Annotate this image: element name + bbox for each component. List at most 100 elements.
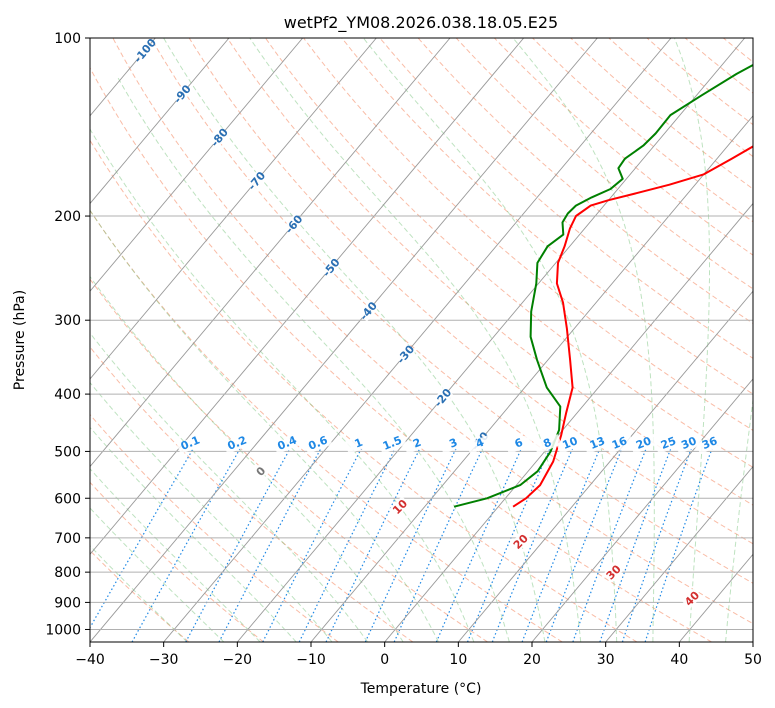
isotherm-line	[90, 38, 598, 642]
x-tick-label: 40	[670, 652, 688, 668]
mixing-ratio-label: 20	[634, 434, 653, 452]
mixing-ratio-label-bg	[439, 434, 468, 455]
mixing-ratio-label-bg	[556, 434, 585, 455]
y-tick-label: 800	[54, 565, 81, 581]
mixing-ratio-line	[644, 448, 713, 642]
dry-adiabat-line	[90, 66, 712, 642]
dry-adiabat-line	[494, 38, 753, 256]
moist-adiabat-line	[90, 426, 297, 642]
dry-adiabat-line	[112, 38, 753, 625]
mixing-ratio-label: 2	[411, 436, 423, 451]
moist-adiabat-line	[90, 468, 261, 642]
moist-adiabat-line	[90, 507, 225, 642]
moist-adiabat-label-bg	[602, 561, 624, 583]
mixing-ratio-line	[545, 448, 623, 642]
y-tick-label: 500	[54, 444, 81, 460]
y-tick-label: 200	[54, 209, 81, 225]
isotherm-label-bg	[395, 343, 416, 365]
y-tick-label: 900	[54, 595, 81, 611]
isotherm-line	[531, 378, 753, 642]
isotherm-line	[90, 38, 525, 556]
isotherm-line	[236, 38, 746, 642]
y-tick-label: 700	[54, 531, 81, 547]
dry-adiabat-line	[188, 38, 753, 545]
mixing-ratio-label-bg	[223, 434, 252, 455]
x-tick-label: 10	[449, 652, 467, 668]
isotherm-label-bg	[171, 83, 193, 105]
mixing-ratio-line	[218, 448, 322, 642]
y-tick-label: 300	[54, 313, 81, 329]
mixing-ratio-label: 10	[560, 434, 579, 452]
x-tick-label: 30	[597, 652, 615, 668]
y-tick-label: 400	[54, 387, 81, 403]
y-tick-label: 1000	[45, 622, 81, 638]
mixing-ratio-label-bg	[378, 434, 407, 455]
moist-adiabat-line	[725, 396, 753, 642]
mixing-ratio-label-bg	[533, 434, 562, 455]
moist-adiabat-line	[90, 275, 404, 642]
mixing-ratio-label-bg	[675, 434, 704, 455]
dry-adiabat-line	[90, 278, 488, 642]
isotherm-line	[90, 38, 377, 380]
mixing-ratio-label-bg	[304, 434, 333, 455]
mixing-ratio-label: 36	[700, 434, 719, 452]
mixing-ratio-line	[90, 448, 194, 629]
isotherm-line	[605, 465, 753, 642]
isotherm-label-bg	[246, 169, 267, 192]
moist-adiabat-label-bg	[509, 530, 532, 553]
moist-adiabat-line	[90, 381, 333, 642]
x-tick-label: −20	[223, 652, 253, 668]
mixing-ratio-lines	[90, 448, 713, 642]
isotherm-line	[384, 202, 753, 642]
dry-adiabat-line	[341, 38, 753, 395]
isotherms	[90, 38, 753, 642]
moist-adiabat-line	[90, 332, 369, 642]
mixing-ratio-line	[185, 448, 291, 642]
moist-adiabat-line	[90, 128, 475, 642]
x-tick-label: −40	[75, 652, 105, 668]
mixing-ratio-line	[572, 448, 647, 642]
moist-adiabat-line	[512, 38, 655, 642]
isotherm-label-bg	[134, 39, 156, 62]
dry-adiabat-line	[265, 38, 753, 468]
x-tick-label: −30	[149, 652, 179, 668]
mixing-ratio-label-bg	[605, 434, 634, 455]
mixing-ratio-label-bg	[344, 434, 374, 455]
mixing-ratio-label: 8	[541, 436, 553, 451]
mixing-ratio-line	[621, 448, 692, 642]
chart-title: wetPf2_YM08.2026.038.18.05.E25	[284, 13, 558, 33]
x-tick-label: 50	[744, 652, 762, 668]
y-tick-label: 600	[54, 491, 81, 507]
x-tick-label: 0	[380, 652, 389, 668]
moist-adiabat-label-bg	[389, 496, 411, 518]
mixing-ratio-label-bg	[583, 434, 612, 455]
moist-adiabat-line	[163, 38, 546, 642]
dry-adiabat-line	[90, 139, 638, 642]
moist-adiabat-label-bg	[681, 587, 703, 609]
dewpoint-trace	[453, 63, 753, 508]
mixing-ratio-line	[262, 448, 362, 642]
mixing-ratio-label-bg	[629, 434, 659, 455]
axes: −40 −30 −20 −10 0 10 20 30 40 50 100 200 300 400 500 60…	[45, 31, 762, 668]
mixing-ratio-label-bg	[505, 434, 534, 455]
mixing-ratio-label-bg	[403, 434, 432, 455]
mixing-ratio-label: 16	[610, 434, 629, 452]
temperature-trace	[512, 145, 753, 508]
mixing-ratio-label: 25	[659, 434, 678, 452]
isotherm-label-bg	[432, 386, 454, 409]
sounding-traces	[453, 63, 753, 508]
isotherm-line	[163, 38, 672, 642]
isotherm-label-bg	[208, 126, 230, 149]
plot-frame	[89, 37, 754, 643]
isotherm-line	[90, 38, 451, 468]
x-axis-title: Temperature (°C)	[360, 681, 482, 697]
mixing-ratio-line	[466, 448, 551, 642]
mixing-ratio-label: 3	[447, 436, 459, 451]
isotherm-label-bg	[283, 213, 305, 235]
y-tick-label: 100	[54, 31, 81, 47]
moist-adiabat-label-bg	[250, 460, 272, 482]
dry-adiabat-line	[90, 209, 563, 642]
dry-adiabat-line	[303, 38, 753, 431]
mixing-ratio-line	[364, 448, 457, 642]
dry-adiabat-line	[379, 38, 753, 359]
